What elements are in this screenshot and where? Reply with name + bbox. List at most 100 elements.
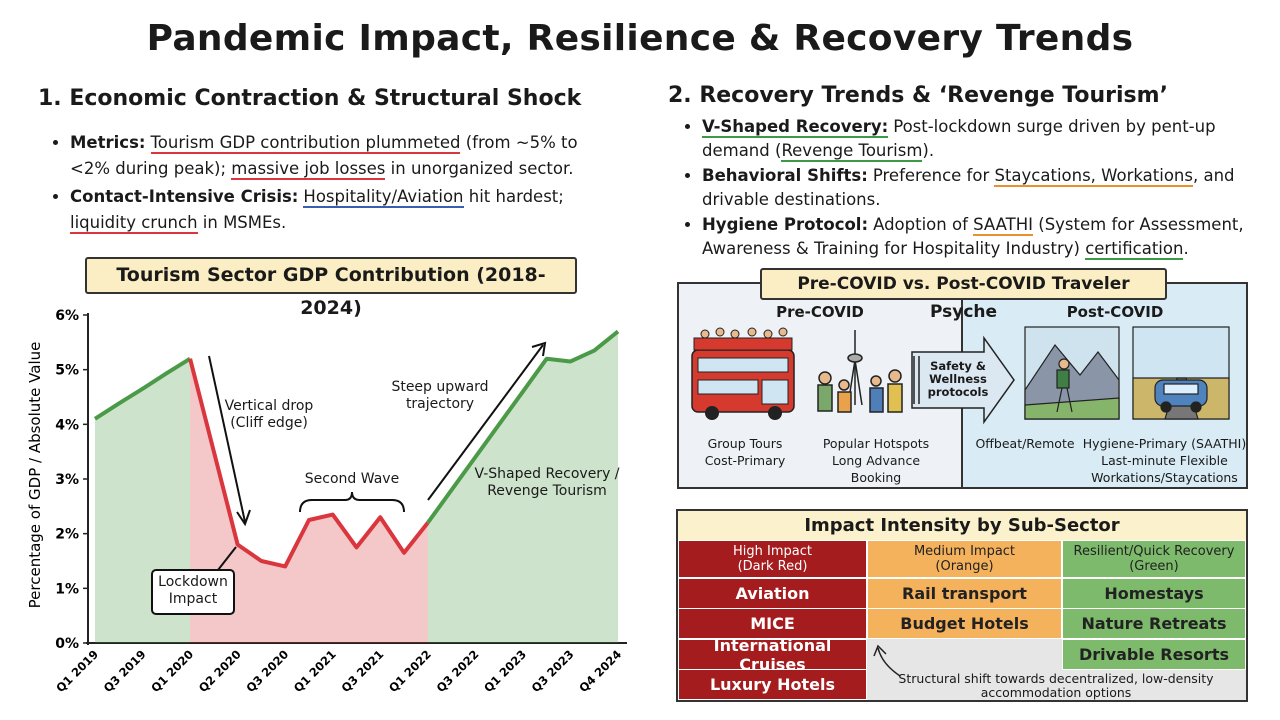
arrow <box>427 344 544 501</box>
bullet-label: Behavioral Shifts: <box>702 166 868 185</box>
annotation: Steep upward trajectory <box>391 379 489 412</box>
y-axis-label: Percentage of GDP / Absolute Value <box>26 342 44 609</box>
x-tick-label: Q1 2023 <box>481 647 529 695</box>
bullet-list: Metrics:Tourism GDP contribution plummet… <box>48 130 618 238</box>
caption: Popular Hotspots Long Advance Booking <box>806 435 946 486</box>
transition-arrow <box>911 335 1015 425</box>
chart-title: Tourism Sector GDP Contribution (2018-20… <box>85 257 577 319</box>
table-note: Structural shift towards decentralized, … <box>898 671 1214 700</box>
x-tick-label: Q1 2021 <box>291 647 339 695</box>
annotation: Vertical drop (Cliff edge) <box>224 398 314 431</box>
bullet-text: Hospitality/Aviation <box>303 187 464 208</box>
x-tick-label: Q3 2021 <box>338 647 386 695</box>
bullet-text: Staycations, Workations <box>994 166 1193 187</box>
column-header: High Impact (Dark Red) <box>678 540 867 578</box>
caption-line: Cost-Primary <box>704 453 786 468</box>
caption-line: Last-minute Flexible <box>1101 453 1228 468</box>
bullet-text: SAATHI <box>973 215 1034 236</box>
bullet-text: Preference for <box>872 166 995 185</box>
bullet: V-Shaped Recovery:Post-lockdown surge dr… <box>702 115 1274 162</box>
label-box <box>151 569 235 615</box>
y-tick-label: 5% <box>55 363 79 379</box>
bullet-label: V-Shaped Recovery: <box>702 117 889 138</box>
table-cell: Rail transport <box>867 578 1062 609</box>
bullet-text: , and drivable destinations. <box>702 166 1235 209</box>
bullet-text: (from ~5% to <2% during peak); <box>70 133 578 178</box>
table-cell: Drivable Resorts <box>1062 639 1246 670</box>
y-tick-label: 2% <box>55 527 79 543</box>
bullet-text: Adoption of <box>873 215 974 234</box>
bullet: Metrics:Tourism GDP contribution plummet… <box>70 130 618 182</box>
bullet: Contact-Intensive Crisis:Hospitality/Avi… <box>70 184 618 236</box>
arrow <box>208 355 246 523</box>
table-cell: International Cruises <box>678 636 867 674</box>
table-cell: Nature Retreats <box>1062 608 1246 639</box>
x-tick-label: Q3 2022 <box>434 647 482 695</box>
table-title: Impact Intensity by Sub-Sector <box>678 511 1246 541</box>
caption-line: Long Advance Booking <box>831 453 921 485</box>
arrow-head <box>531 341 547 357</box>
annotation: V-Shaped Recovery / Revenge Tourism <box>474 466 620 499</box>
x-tick-label: Q2 2020 <box>196 647 244 695</box>
column-header-title: High Impact <box>733 544 812 559</box>
table-cell: Aviation <box>678 578 867 609</box>
bullet-label: Contact-Intensive Crisis: <box>70 187 299 206</box>
section-heading: 1. Economic Contraction & Structural Sho… <box>38 86 582 111</box>
page-title: Pandemic Impact, Resilience & Recovery T… <box>146 18 1134 59</box>
leader <box>217 546 237 571</box>
panel-heading: Post-COVID <box>1066 303 1164 321</box>
column-header-sub: (Dark Red) <box>737 559 808 574</box>
bus-icon <box>691 327 795 420</box>
caption: Group Tours Cost-Primary <box>690 435 800 469</box>
transition-label: Safety & Wellness protocols <box>927 359 989 399</box>
y-tick-label: 0% <box>55 636 79 652</box>
caption-line: Popular Hotspots <box>822 436 930 451</box>
bullet-text: . <box>1183 238 1189 258</box>
line <box>426 329 620 524</box>
caption-line: Group Tours <box>707 436 783 451</box>
x-tick-label: Q3 2019 <box>101 647 149 695</box>
line <box>93 357 192 421</box>
column-header-sub: (Green) <box>1129 559 1179 574</box>
hiker-icon <box>1024 326 1120 420</box>
x-tick-label: Q3 2020 <box>243 647 291 695</box>
bullet-text: in unorganized sector. <box>385 159 574 178</box>
caption-line: Offbeat/Remote <box>975 436 1075 451</box>
bullet: Behavioral Shifts:Preference for Staycat… <box>702 164 1274 211</box>
panel-title: Pre-COVID vs. Post-COVID Traveler Psyche <box>760 268 1167 322</box>
bullet-label: Hygiene Protocol: <box>702 215 869 234</box>
caption: Offbeat/Remote <box>970 435 1080 452</box>
annotation-arrows <box>151 341 547 615</box>
x-tick-label: Q1 2019 <box>53 647 101 695</box>
bullet-text: Post-lockdown surge driven by pent-up de… <box>702 117 1216 160</box>
bullet-text: hit hardest; <box>463 187 564 206</box>
y-tick-label: 4% <box>55 417 79 433</box>
table-cell: Homestays <box>1062 578 1246 609</box>
car-icon <box>1132 326 1230 420</box>
annotation: Second Wave <box>304 471 400 487</box>
area-fill <box>427 331 618 643</box>
y-tick-label: 6% <box>55 308 79 324</box>
table-cell: Luxury Hotels <box>678 669 867 700</box>
column-header-sub: (Orange) <box>935 559 994 574</box>
caption-line: Workations/Staycations <box>1091 470 1238 485</box>
x-tick-label: Q3 2023 <box>529 647 577 695</box>
transition-lines <box>913 356 920 404</box>
column-header: Resilient/Quick Recovery (Green) <box>1062 540 1246 578</box>
line <box>188 358 430 569</box>
caption-line: Hygiene-Primary (SAATHI) <box>1082 436 1247 451</box>
column-header: Medium Impact (Orange) <box>867 540 1062 578</box>
note-arrow-head <box>873 644 887 657</box>
annotation: Lockdown Impact <box>158 574 228 607</box>
table-cell: MICE <box>678 608 867 639</box>
arrow-head <box>236 509 251 527</box>
note-arrow <box>877 647 901 677</box>
bullet-text: (System for Assessment, Awareness & Trai… <box>702 215 1244 258</box>
y-tick-label: 3% <box>55 472 79 488</box>
bullet-list: V-Shaped Recovery:Post-lockdown surge dr… <box>680 115 1274 262</box>
bullet-text: ). <box>922 140 935 160</box>
bullet-label: Metrics: <box>70 133 146 152</box>
table-cell: Budget Hotels <box>867 608 1062 639</box>
area-fill <box>190 358 428 643</box>
